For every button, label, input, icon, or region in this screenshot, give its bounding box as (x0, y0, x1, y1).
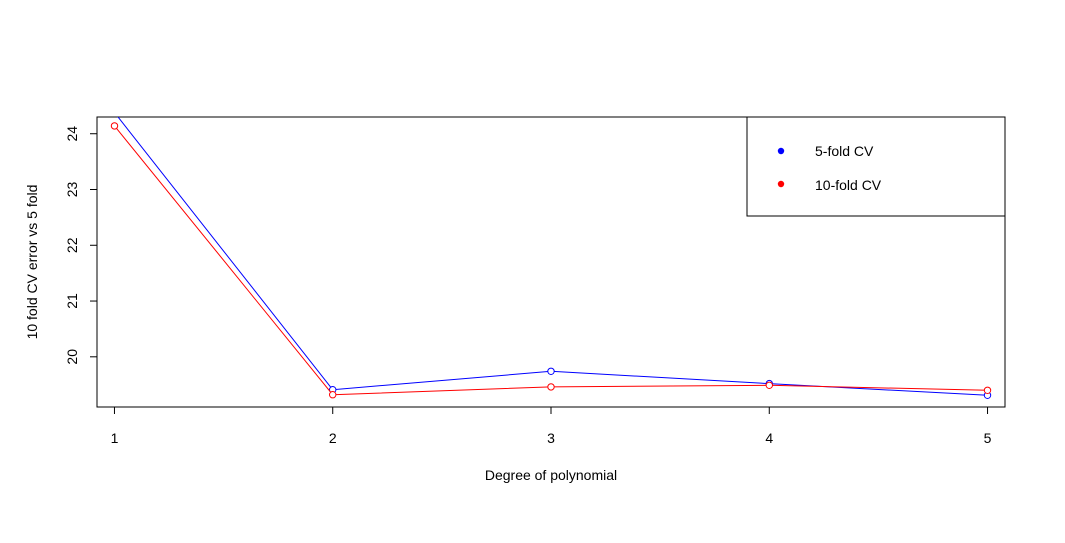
y-tick-label: 21 (64, 293, 80, 309)
series-layer (110, 117, 992, 399)
series-1-point-0 (110, 122, 119, 130)
y-tick-label: 23 (64, 182, 80, 198)
series-1-point-3 (765, 381, 773, 389)
legend-box (746, 116, 1006, 217)
series-1-point-4 (983, 386, 992, 394)
y-tick-label: 20 (64, 349, 80, 365)
series-1-point-2 (547, 383, 555, 391)
x-axis-label: Degree of polynomial (485, 467, 617, 483)
series-0-point-2 (547, 367, 555, 375)
y-tick-label: 22 (64, 237, 80, 253)
x-tick-label: 3 (547, 430, 555, 446)
x-tick-label: 4 (765, 430, 773, 446)
legend-marker-10-fold (777, 180, 785, 188)
y-tick-label: 24 (64, 126, 80, 142)
x-tick-label: 1 (111, 430, 119, 446)
y-axis-label: 10 fold CV error vs 5 fold (24, 185, 40, 340)
x-tick-label: 2 (329, 430, 337, 446)
series-1-point-1 (329, 391, 337, 399)
legend-label-10-fold: 10-fold CV (815, 177, 882, 193)
x-axis: 1 2 3 4 5 (111, 406, 992, 446)
legend-label-5-fold: 5-fold CV (815, 143, 874, 159)
y-axis: 20 21 22 23 24 (64, 126, 98, 365)
legend-marker-5-fold (777, 147, 785, 155)
legend: 5-fold CV 10-fold CV (746, 116, 1006, 217)
x-tick-label: 5 (984, 430, 992, 446)
